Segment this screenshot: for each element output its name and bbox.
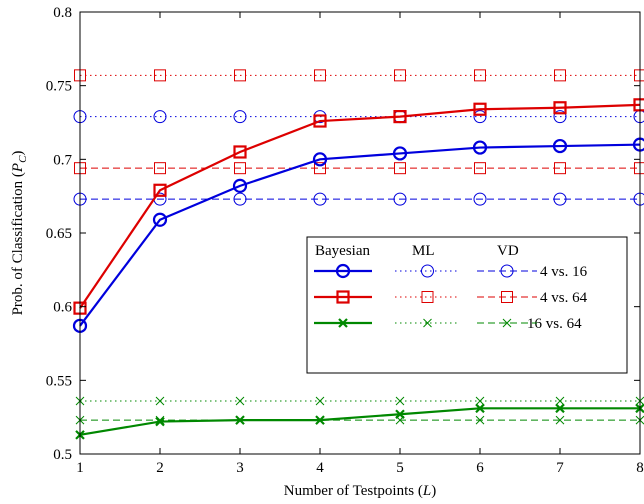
series-ml-16-vs-64 [75,396,644,406]
point-bayesian-16-vs-64-x4 [315,415,325,425]
legend-samples [314,263,537,328]
point-ml-4-vs-16-x7 [553,110,567,124]
point-ml-4-vs-16-x3 [233,110,247,124]
x-axis-label: Number of Testpoints (L) [284,483,436,499]
x-tick-label: 5 [396,460,404,476]
point-ml-4-vs-64-x2 [154,69,166,82]
legend-label-4-vs-16: 4 vs. 16 [540,264,588,280]
point-ml-16-vs-64-x3 [235,396,245,406]
point-vd-4-vs-64-x7 [554,162,566,175]
legend-marker-vd-4-vs-64 [501,291,513,303]
point-bayesian-4-vs-64-x4 [313,114,327,128]
point-bayesian-4-vs-64-x2 [153,183,167,197]
series-line-bayesian-4-vs-16 [79,143,641,327]
legend-marker-bayesian-4-vs-64 [336,290,350,304]
point-ml-4-vs-64-x3 [234,69,246,82]
y-tick-label: 0.6 [53,300,72,316]
y-tick-label: 0.7 [53,152,72,168]
y-axis-label: Prob. of Classification (PC) [10,151,29,316]
point-ml-4-vs-16-x6 [473,110,487,124]
point-vd-16-vs-64-x6 [475,415,485,425]
point-vd-4-vs-64-x5 [394,162,406,175]
point-ml-4-vs-64-x7 [554,69,566,82]
point-bayesian-4-vs-16-x7 [552,138,568,154]
point-bayesian-4-vs-16-x5 [392,146,408,161]
y-tick-label: 0.5 [53,447,72,463]
legend-marker-ml-16-vs-64 [423,318,432,328]
legend-marker-bayesian-16-vs-64 [338,318,348,328]
series-line-bayesian-4-vs-64 [79,103,641,309]
x-tick-label: 2 [156,460,164,476]
point-vd-4-vs-16-x3 [233,192,247,206]
point-bayesian-4-vs-16-x4 [312,152,328,167]
legend-marker-vd-4-vs-16 [500,264,514,278]
point-vd-16-vs-64-x7 [555,415,565,425]
legend-box [306,236,628,374]
point-vd-4-vs-64-x6 [474,162,486,175]
x-tick-label: 4 [316,460,324,476]
point-bayesian-16-vs-64-x5 [395,409,405,419]
point-bayesian-4-vs-16-x6 [472,140,488,155]
point-ml-4-vs-64-x5 [394,69,406,82]
y-tick-label: 0.55 [46,373,72,389]
y-tick-label: 0.8 [53,5,72,21]
point-vd-4-vs-64-x4 [314,162,326,175]
y-tick-label: 0.65 [46,226,72,242]
point-bayesian-16-vs-64-x2 [155,416,165,427]
point-bayesian-4-vs-64-x3 [233,145,247,159]
legend-label-4-vs-64: 4 vs. 64 [540,290,588,306]
legend-label-16-vs-64: 16 vs. 64 [527,316,582,332]
point-vd-4-vs-64-x3 [234,162,246,175]
point-bayesian-4-vs-16-x3 [232,178,248,193]
point-bayesian-4-vs-64-x6 [473,102,487,116]
point-ml-16-vs-64-x6 [475,396,485,406]
point-bayesian-16-vs-64-x6 [475,403,485,414]
legend-header-bayesian: Bayesian [315,243,370,259]
y-tick-label: 0.75 [46,79,72,95]
point-bayesian-4-vs-64-x5 [393,110,407,124]
legend-marker-vd-16-vs-64 [502,318,512,328]
point-vd-4-vs-64-x2 [154,162,166,175]
point-vd-4-vs-16-x6 [473,192,487,206]
point-vd-4-vs-16-x7 [553,192,567,206]
point-ml-16-vs-64-x2 [155,396,165,406]
x-tick-label: 1 [76,460,84,476]
legend-marker-bayesian-4-vs-16 [335,263,351,279]
x-tick-label: 6 [476,460,484,476]
point-ml-16-vs-64-x4 [315,396,325,406]
point-ml-4-vs-16-x2 [153,110,167,124]
legend-marker-ml-4-vs-16 [421,264,434,278]
point-bayesian-4-vs-16-x2 [152,212,168,227]
point-bayesian-16-vs-64-x3 [235,415,245,425]
point-ml-4-vs-64-x6 [474,69,486,82]
x-tick-label: 7 [556,460,564,476]
series-layer [72,69,644,440]
x-tick-label: 3 [236,460,244,476]
legend-header-vd: VD [497,243,519,259]
point-ml-16-vs-64-x7 [555,396,565,406]
point-bayesian-16-vs-64-x7 [555,403,565,414]
series-bayesian-4-vs-16 [72,137,644,333]
x-tick-label: 8 [636,460,644,476]
ticks-layer: 1 2 3 4 5 6 7 8 0.5 0.55 0.6 0.65 0.7 0.75 0.8 [46,5,644,476]
point-vd-4-vs-16-x4 [313,192,327,206]
legend-marker-ml-4-vs-64 [421,291,434,303]
legend: Bayesian ML VD 4 vs. 16 4 vs. 64 16 vs. … [306,236,628,374]
point-vd-4-vs-16-x5 [393,192,407,206]
legend-header-ml: ML [412,243,435,259]
series-line-bayesian-16-vs-64 [79,407,640,436]
point-ml-16-vs-64-x5 [395,396,405,406]
point-ml-4-vs-64-x4 [314,69,326,82]
point-bayesian-4-vs-64-x7 [553,101,567,115]
